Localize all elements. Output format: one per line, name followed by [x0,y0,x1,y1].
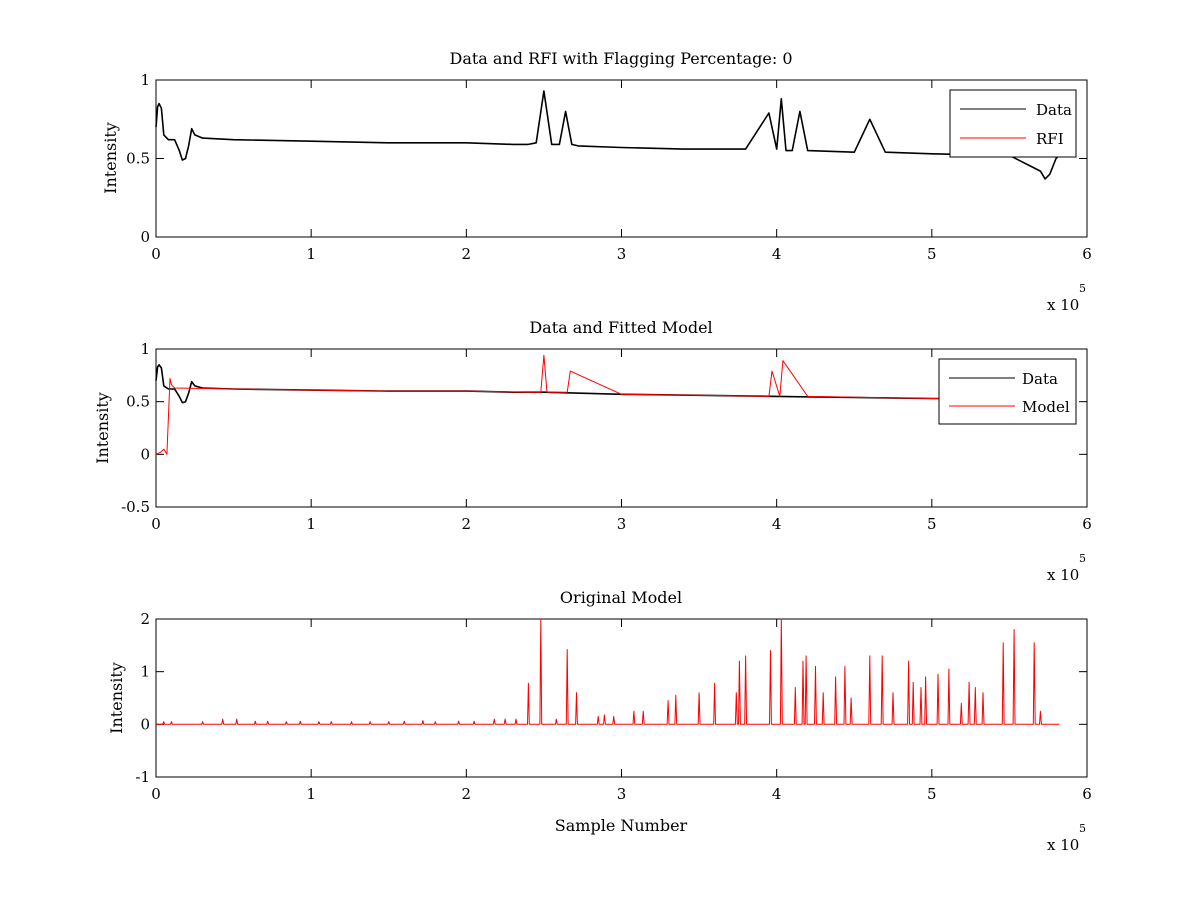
subplot-2-x-multiplier-exponent: 5 [1079,552,1086,565]
subplot-1-ytick-label: 1 [140,71,150,89]
subplot-1-xtick-label: 6 [1082,245,1092,263]
subplot-2-xtick-label: 3 [617,515,627,533]
subplot-3-xlabel: Sample Number [555,816,688,835]
subplot-1-x-multiplier-exponent: 5 [1079,282,1086,295]
subplot-1-legend: Data RFI [949,89,1077,158]
subplot-1-xtick-label: 2 [462,245,472,263]
subplot-3-x-multiplier: x 10 [1047,836,1079,854]
subplot-3-xtick-label: 5 [927,785,937,803]
subplot-1-xtick-label: 5 [927,245,937,263]
subplot-1-xtick-label: 0 [151,245,161,263]
subplot-2-ytick-label: 0.5 [126,393,150,411]
subplot-3-ytick-label: 2 [140,610,150,628]
subplot-1-legend-rfi-label: RFI [1036,130,1064,148]
subplot-2-xtick-label: 1 [306,515,316,533]
subplot-1-legend-data-label: Data [1036,101,1072,119]
subplot-3-x-multiplier-exponent: 5 [1079,822,1086,835]
subplot-1-xtick-label: 4 [772,245,782,263]
subplot-3-xtick-label: 3 [617,785,627,803]
subplot-3-xtick-label: 0 [151,785,161,803]
subplot-3-xtick-label: 1 [306,785,316,803]
subplot-2-xtick-label: 6 [1082,515,1092,533]
subplot-2-ytick-label: -0.5 [121,498,150,516]
subplot-1: Data and RFI with Flagging Percentage: 0… [101,49,1092,314]
subplot-2-legend: Data Model [938,358,1077,425]
subplot-1-ylabel: Intensity [101,122,120,194]
subplot-2-ytick-label: 0 [140,445,150,463]
subplot-3-title: Original Model [560,588,682,607]
subplot-2-ytick-label: 1 [140,340,150,358]
subplot-3-ytick-label: 0 [140,715,150,733]
subplot-3-xtick-label: 2 [462,785,472,803]
subplot-2-legend-data-label: Data [1022,370,1058,388]
subplot-2-legend-model-label: Model [1022,398,1070,416]
subplot-3-ytick-label: -1 [135,768,150,786]
subplot-1-title: Data and RFI with Flagging Percentage: 0 [449,49,792,68]
subplot-2-xtick-label: 5 [927,515,937,533]
subplot-2: Data and Fitted Model Intensity 0 1 2 3 4 5 6 -… [93,318,1092,584]
subplot-2-x-multiplier: x 10 [1047,566,1079,584]
subplot-1-plot-area: 0 1 2 3 4 5 6 0 0.5 1 [126,71,1092,263]
subplot-3-ylabel: Intensity [107,662,126,734]
subplot-2-series-model-line [155,354,940,455]
subplot-3-xtick-label: 4 [772,785,782,803]
subplot-2-xtick-label: 0 [151,515,161,533]
subplot-1-ytick-label: 0.5 [126,150,150,168]
subplot-2-plot-area: 0 1 2 3 4 5 6-0.500.51 [121,340,1092,533]
subplot-3-series-line-line [156,618,1060,725]
subplot-3-ytick-label: 1 [140,663,150,681]
subplot-1-ytick-label: 0 [140,228,150,246]
subplot-2-legend-box [938,358,1077,425]
subplot-2-xtick-label: 2 [462,515,472,533]
subplot-1-xtick-label: 1 [306,245,316,263]
subplot-2-xtick-label: 4 [772,515,782,533]
subplot-1-series-data-line [155,90,1060,180]
subplot-2-title: Data and Fitted Model [529,318,712,337]
subplot-2-ylabel: Intensity [93,392,112,464]
subplot-3-xtick-label: 6 [1082,785,1092,803]
subplot-1-x-multiplier: x 10 [1047,296,1079,314]
subplot-1-xtick-label: 3 [617,245,627,263]
subplot-1-legend-box [949,89,1077,158]
